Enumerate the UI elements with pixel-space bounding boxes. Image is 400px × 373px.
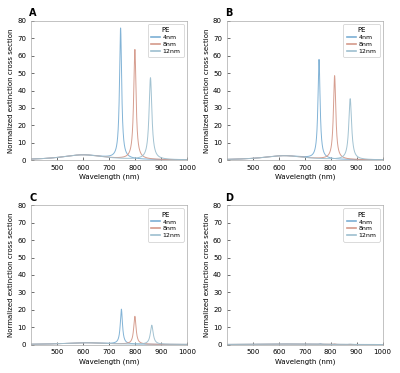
X-axis label: Wavelength (nm): Wavelength (nm) [274,358,335,365]
Y-axis label: Normalized extinction cross section: Normalized extinction cross section [8,213,14,337]
X-axis label: Wavelength (nm): Wavelength (nm) [79,358,139,365]
Text: A: A [30,8,37,18]
Y-axis label: Normalized extinction cross section: Normalized extinction cross section [8,28,14,153]
X-axis label: Wavelength (nm): Wavelength (nm) [274,174,335,180]
Text: D: D [225,192,233,203]
Legend: 4nm, 8nm, 12nm: 4nm, 8nm, 12nm [148,24,184,57]
Legend: 4nm, 8nm, 12nm: 4nm, 8nm, 12nm [344,24,380,57]
Y-axis label: Normalized extinction cross section: Normalized extinction cross section [204,213,210,337]
Text: C: C [30,192,37,203]
Text: B: B [225,8,233,18]
X-axis label: Wavelength (nm): Wavelength (nm) [79,174,139,180]
Legend: 4nm, 8nm, 12nm: 4nm, 8nm, 12nm [148,209,184,242]
Y-axis label: Normalized extinction cross section: Normalized extinction cross section [204,28,210,153]
Legend: 4nm, 8nm, 12nm: 4nm, 8nm, 12nm [344,209,380,242]
